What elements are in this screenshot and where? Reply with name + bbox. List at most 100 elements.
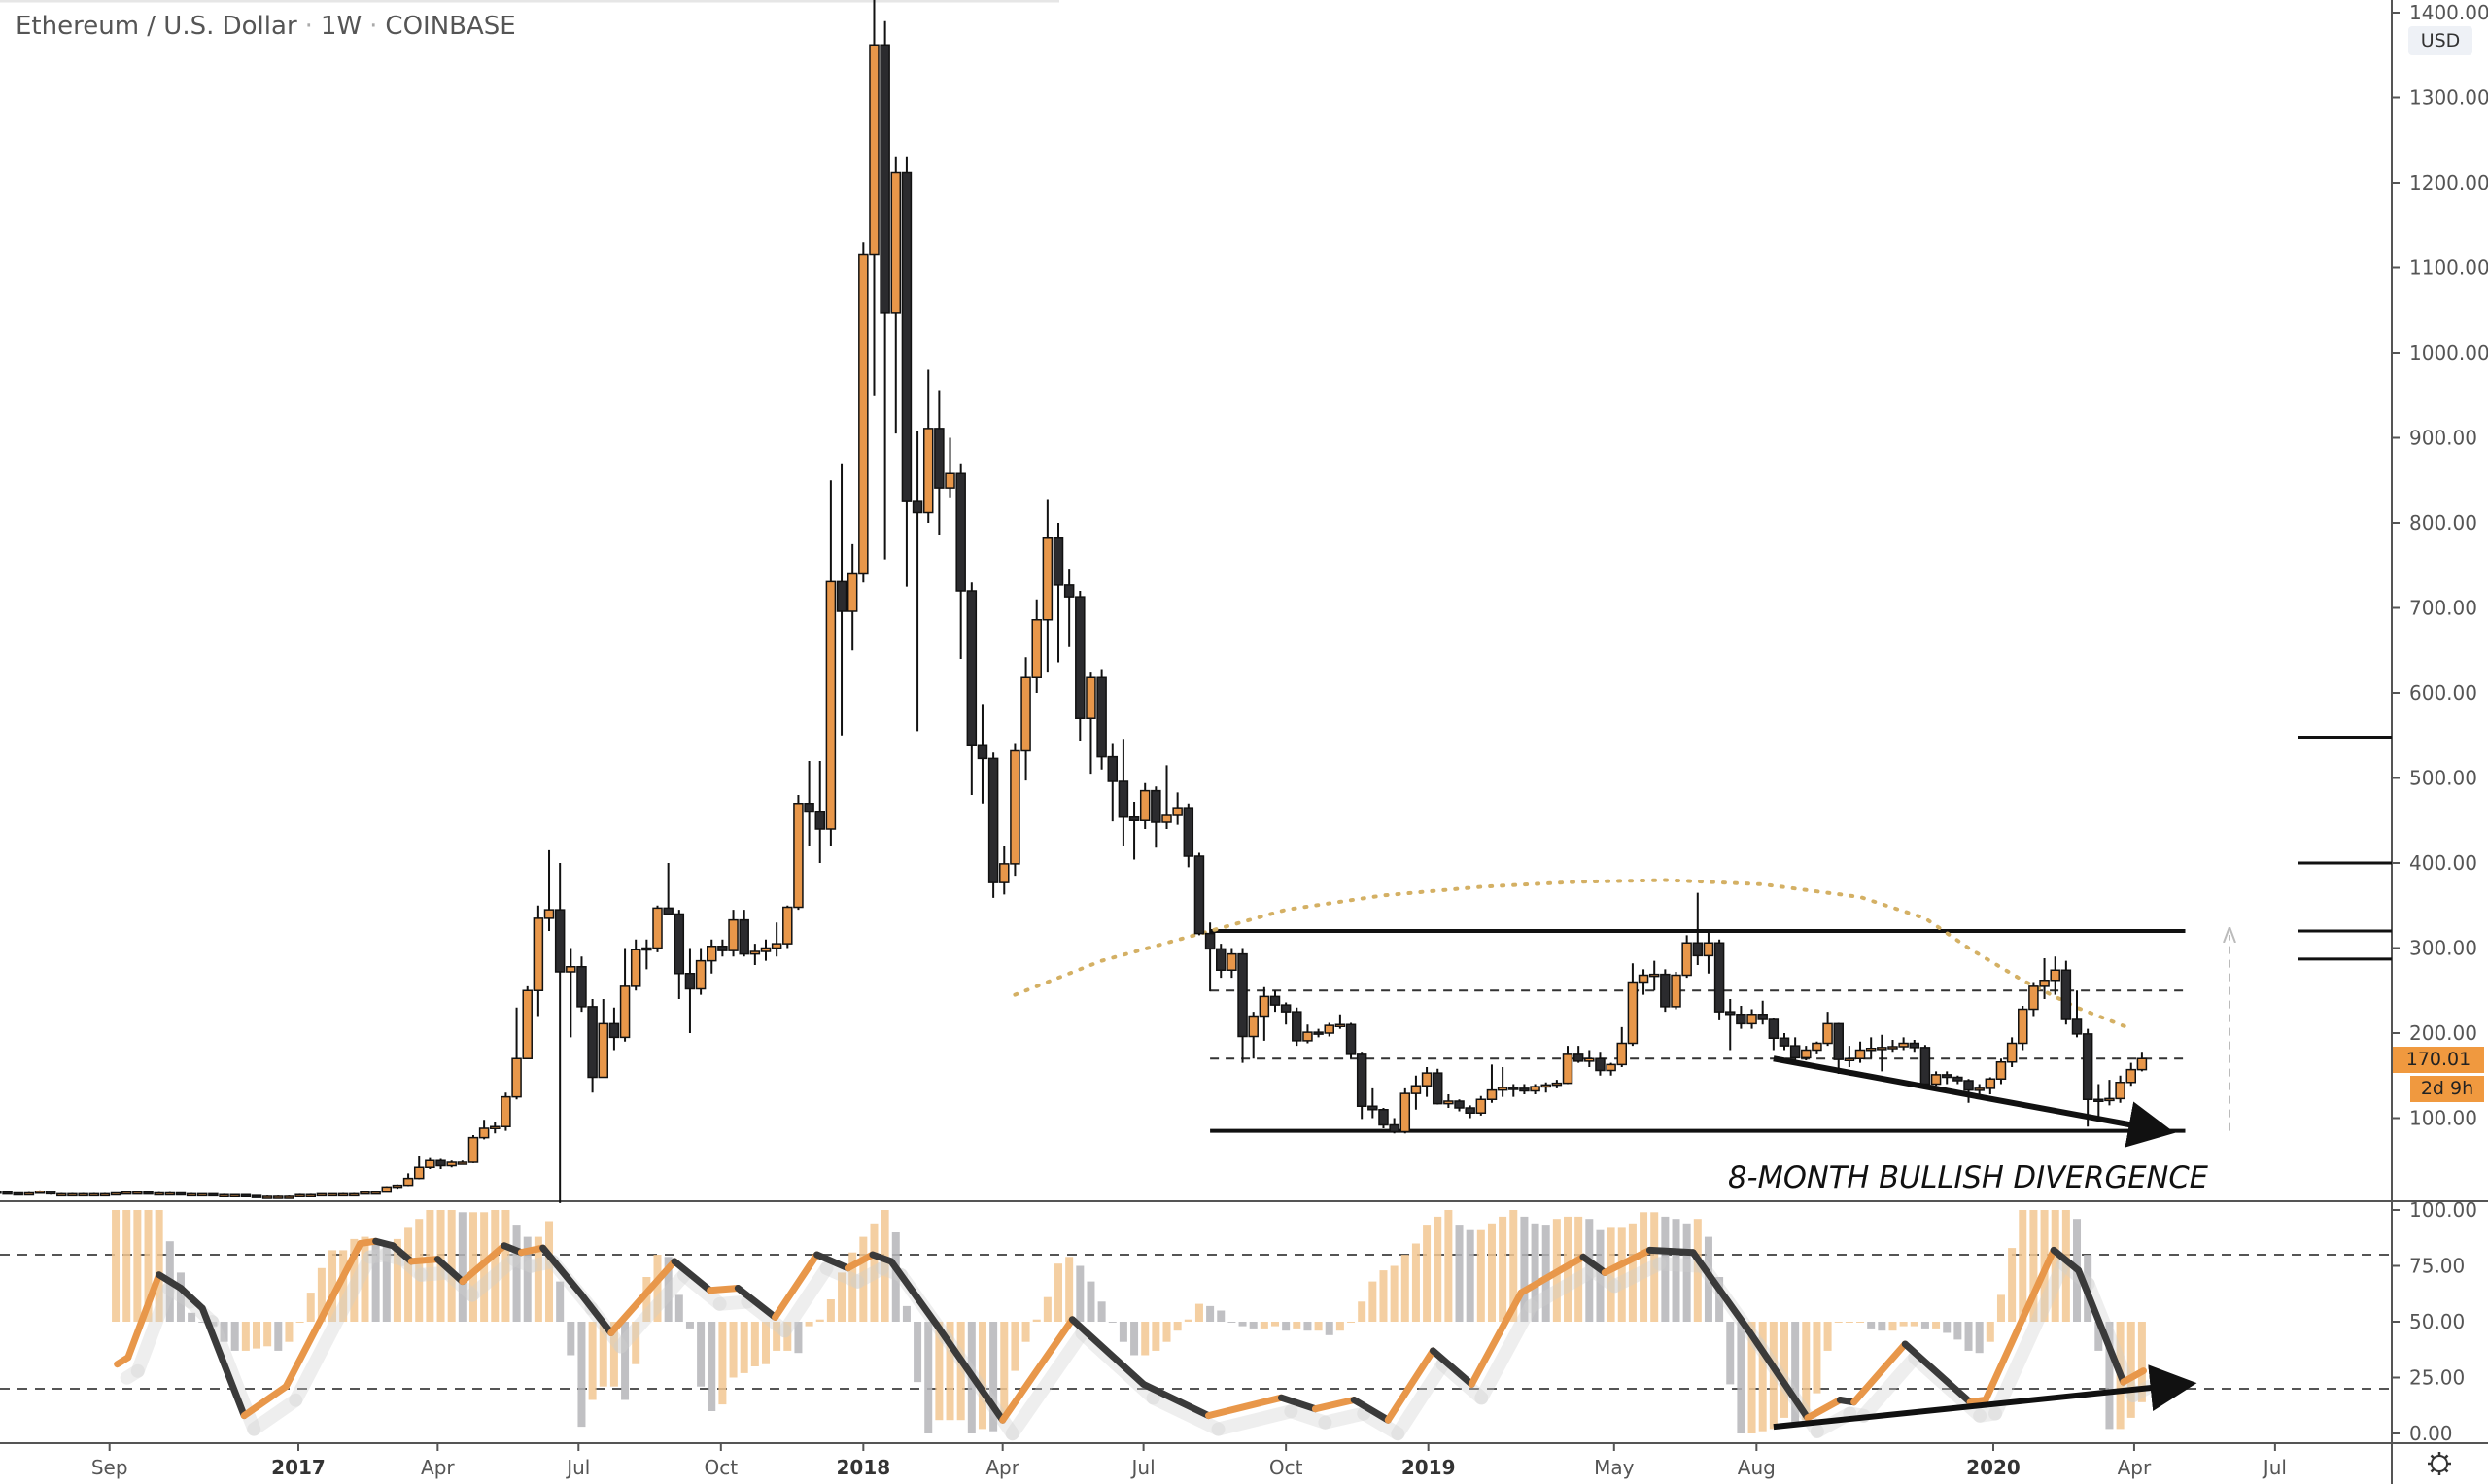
- candle[interactable]: [164, 1191, 176, 1196]
- candle[interactable]: [1692, 892, 1704, 965]
- candle[interactable]: [381, 1186, 393, 1193]
- candle[interactable]: [1475, 1095, 1487, 1116]
- candle[interactable]: [890, 156, 902, 434]
- candle[interactable]: [402, 1173, 414, 1187]
- candle[interactable]: [804, 761, 814, 846]
- candle[interactable]: [663, 863, 674, 915]
- candle[interactable]: [674, 910, 685, 999]
- candle[interactable]: [2006, 1037, 2018, 1067]
- candle[interactable]: [467, 1135, 479, 1163]
- candle[interactable]: [490, 1122, 501, 1134]
- candle[interactable]: [1128, 802, 1140, 860]
- candle[interactable]: [2050, 956, 2060, 995]
- candle[interactable]: [1551, 1080, 1563, 1088]
- candle[interactable]: [1789, 1037, 1801, 1063]
- price-divergence-arrow[interactable]: [1773, 1055, 2176, 1148]
- candle[interactable]: [847, 543, 858, 651]
- candle[interactable]: [825, 480, 837, 846]
- candle[interactable]: [1930, 1071, 1942, 1087]
- candle[interactable]: [1172, 792, 1183, 825]
- candle[interactable]: [1031, 599, 1042, 693]
- candle[interactable]: [782, 905, 793, 949]
- candle[interactable]: [608, 1007, 620, 1051]
- candle[interactable]: [1063, 569, 1075, 647]
- candle[interactable]: [977, 704, 988, 804]
- candle[interactable]: [1280, 1002, 1292, 1025]
- candle[interactable]: [1432, 1068, 1443, 1105]
- candle[interactable]: [1638, 969, 1649, 995]
- candle[interactable]: [1562, 1046, 1573, 1085]
- candle[interactable]: [1779, 1033, 1790, 1051]
- candle[interactable]: [749, 944, 761, 965]
- candle[interactable]: [814, 761, 825, 863]
- oscillator-divergence-arrow[interactable]: [1773, 1364, 2197, 1431]
- candle[interactable]: [1508, 1084, 1519, 1097]
- candle[interactable]: [1572, 1046, 1584, 1063]
- candle[interactable]: [1801, 1046, 1812, 1060]
- candle[interactable]: [1313, 1028, 1324, 1038]
- candle[interactable]: [1096, 669, 1107, 770]
- candle[interactable]: [2, 1191, 13, 1195]
- candle[interactable]: [273, 1195, 284, 1199]
- candle[interactable]: [1985, 1077, 1996, 1095]
- candle[interactable]: [2115, 1075, 2125, 1103]
- candle[interactable]: [1292, 1007, 1302, 1047]
- candle[interactable]: [360, 1191, 370, 1195]
- candle[interactable]: [1616, 1026, 1628, 1067]
- candle[interactable]: [1053, 523, 1064, 663]
- candle[interactable]: [2136, 1052, 2148, 1072]
- candle[interactable]: [1215, 944, 1227, 979]
- candle[interactable]: [1020, 657, 1031, 781]
- candle[interactable]: [717, 939, 728, 957]
- candle[interactable]: [78, 1192, 88, 1197]
- candle[interactable]: [1898, 1037, 1909, 1051]
- candle[interactable]: [554, 863, 566, 1203]
- candle[interactable]: [23, 1191, 35, 1196]
- gear-icon[interactable]: [2426, 1450, 2453, 1477]
- candle[interactable]: [1193, 852, 1205, 936]
- candle[interactable]: [1768, 1018, 1780, 1051]
- candle[interactable]: [1237, 948, 1248, 1063]
- candle[interactable]: [1660, 969, 1671, 1013]
- candle[interactable]: [1919, 1045, 1931, 1088]
- candle[interactable]: [760, 939, 772, 961]
- candle[interactable]: [652, 905, 663, 952]
- candle[interactable]: [132, 1191, 143, 1195]
- candle[interactable]: [543, 849, 555, 931]
- oscillator-axis[interactable]: 0.00 25.00 50.00 75.00 100.00: [2392, 1198, 2477, 1445]
- candle[interactable]: [1259, 986, 1270, 1041]
- candle[interactable]: [1877, 1034, 1887, 1072]
- candle[interactable]: [229, 1193, 240, 1197]
- candle[interactable]: [316, 1192, 328, 1197]
- candle[interactable]: [566, 948, 576, 1038]
- candle[interactable]: [1454, 1099, 1465, 1112]
- candle[interactable]: [305, 1193, 316, 1197]
- candle[interactable]: [1410, 1075, 1422, 1110]
- candle[interactable]: [208, 1192, 219, 1197]
- candle[interactable]: [1421, 1067, 1433, 1097]
- candle[interactable]: [934, 390, 945, 535]
- candle[interactable]: [56, 1192, 67, 1197]
- candle[interactable]: [2018, 1006, 2028, 1051]
- candle[interactable]: [1724, 999, 1736, 1051]
- candle[interactable]: [987, 752, 999, 898]
- candle[interactable]: [349, 1192, 360, 1197]
- candle[interactable]: [251, 1194, 262, 1198]
- candle[interactable]: [1887, 1040, 1898, 1053]
- candle[interactable]: [522, 985, 533, 1059]
- candle[interactable]: [45, 1191, 56, 1195]
- candle[interactable]: [1865, 1037, 1877, 1059]
- candle[interactable]: [1812, 1041, 1822, 1054]
- candle[interactable]: [1086, 672, 1096, 775]
- candle[interactable]: [1107, 743, 1119, 822]
- candle[interactable]: [1269, 990, 1281, 1013]
- candle[interactable]: [2125, 1062, 2137, 1087]
- candle[interactable]: [2071, 990, 2083, 1038]
- candle[interactable]: [2104, 1080, 2115, 1106]
- candle[interactable]: [1443, 1094, 1454, 1108]
- candle[interactable]: [684, 948, 696, 1034]
- candle[interactable]: [501, 1092, 511, 1131]
- candle[interactable]: [1118, 739, 1129, 846]
- candle[interactable]: [261, 1195, 273, 1199]
- candle[interactable]: [1324, 1022, 1334, 1037]
